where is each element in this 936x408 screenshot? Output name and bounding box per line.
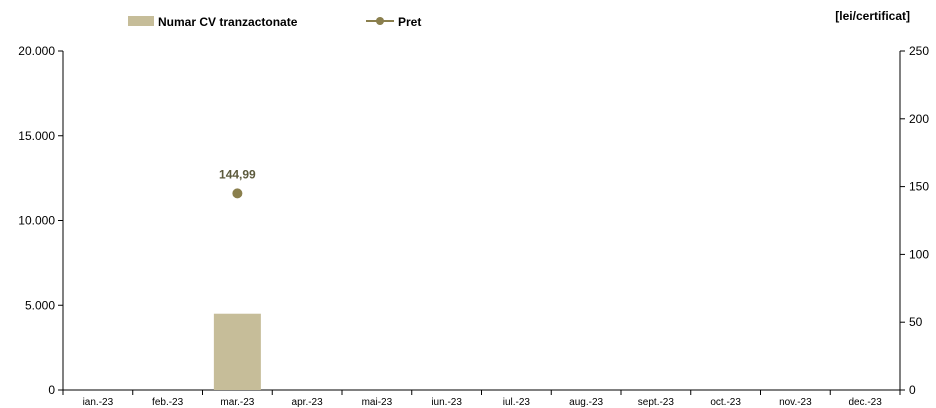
plot-area: 0 5.000 10.000 15.000 20.000 0 50 100 150 200 250 i… <box>18 44 929 408</box>
right-axis-tick-label: 0 <box>909 383 916 397</box>
x-axis-tick-label: oct.-23 <box>710 397 741 408</box>
x-axis-tick-label: dec.-23 <box>848 397 882 408</box>
right-axis-tick-label: 100 <box>909 247 929 261</box>
legend-line-marker <box>376 17 384 25</box>
right-axis-unit-label: [lei/certificat] <box>835 9 910 23</box>
left-axis-tick-label: 10.000 <box>18 214 55 228</box>
left-axis-tick-label: 5.000 <box>25 298 55 312</box>
bar <box>213 313 261 390</box>
left-axis-tick-label: 15.000 <box>18 129 55 143</box>
price-point <box>232 188 243 199</box>
x-axis-tick-label: aug.-23 <box>569 397 603 408</box>
right-axis-tick-label: 200 <box>909 112 929 126</box>
x-axis-tick-label: sept.-23 <box>638 397 675 408</box>
x-axis-tick-label: iun.-23 <box>431 397 462 408</box>
price-data-label: 144,99 <box>219 167 256 181</box>
legend-bar-label: Numar CV tranzactonate <box>158 15 298 29</box>
legend-bar-swatch <box>128 16 154 26</box>
legend-line-label: Pret <box>398 15 421 29</box>
x-axis-tick-label: mar.-23 <box>220 397 254 408</box>
legend: Numar CV tranzactonate Pret <box>128 15 421 29</box>
x-axis-tick-label: apr.-23 <box>292 397 324 408</box>
left-axis-tick-label: 0 <box>48 383 55 397</box>
x-axis-tick-label: nov.-23 <box>779 397 812 408</box>
x-axis-tick-label: iul.-23 <box>503 397 531 408</box>
left-axis-tick-label: 20.000 <box>18 44 55 58</box>
right-axis-tick-label: 250 <box>909 44 929 58</box>
right-axis-tick-label: 50 <box>909 315 923 329</box>
right-axis-tick-label: 150 <box>909 180 929 194</box>
x-axis-tick-label: feb.-23 <box>152 397 184 408</box>
x-axis-tick-label: mai-23 <box>362 397 393 408</box>
x-axis-tick-label: ian.-23 <box>83 397 114 408</box>
